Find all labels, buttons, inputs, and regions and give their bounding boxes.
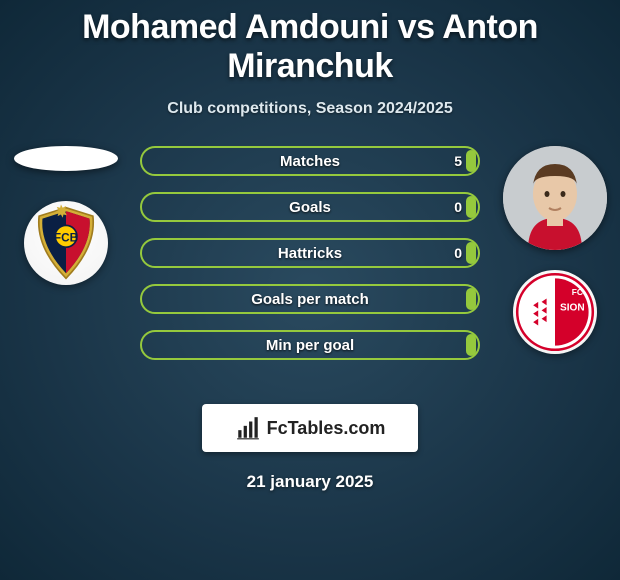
svg-text:FC: FC [571, 287, 582, 297]
svg-text:FCB: FCB [53, 231, 77, 244]
bar-fill [466, 150, 476, 172]
bar-min-per-goal: Min per goal [140, 330, 480, 360]
bar-chart-icon [235, 415, 261, 441]
sion-crest-icon: FC SION [513, 270, 597, 354]
bar-fill [466, 288, 476, 310]
stat-bars: Matches 5 Goals 0 Hattricks 0 Goals per … [140, 146, 480, 360]
bar-value-right: 5 [454, 153, 462, 169]
basel-crest-icon: FCB [24, 201, 108, 285]
left-player-column: FCB [8, 146, 123, 285]
left-club-crest: FCB [24, 201, 108, 285]
bar-label: Goals per match [251, 291, 369, 308]
bar-fill [466, 334, 476, 356]
date-text: 21 january 2025 [0, 472, 620, 492]
right-club-crest: FC SION [513, 270, 597, 354]
right-player-photo [503, 146, 607, 250]
page-title: Mohamed Amdouni vs Anton Miranchuk [0, 0, 620, 86]
bar-goals-per-match: Goals per match [140, 284, 480, 314]
brand-text: FcTables.com [267, 418, 386, 439]
bar-fill [466, 196, 476, 218]
bar-label: Matches [280, 153, 340, 170]
bar-value-right: 0 [454, 199, 462, 215]
bar-hattricks: Hattricks 0 [140, 238, 480, 268]
right-player-column: FC SION [497, 146, 612, 354]
bar-label: Hattricks [278, 245, 342, 262]
bar-value-right: 0 [454, 245, 462, 261]
page-subtitle: Club competitions, Season 2024/2025 [0, 100, 620, 118]
brand-box: FcTables.com [202, 404, 418, 452]
svg-text:SION: SION [560, 302, 585, 313]
right-player-face-icon [503, 146, 607, 250]
bar-goals: Goals 0 [140, 192, 480, 222]
left-player-photo-placeholder [14, 146, 118, 171]
bar-matches: Matches 5 [140, 146, 480, 176]
bar-fill [466, 242, 476, 264]
bar-label: Min per goal [266, 337, 354, 354]
bar-label: Goals [289, 199, 331, 216]
comparison-area: FCB FC SION [0, 146, 620, 386]
